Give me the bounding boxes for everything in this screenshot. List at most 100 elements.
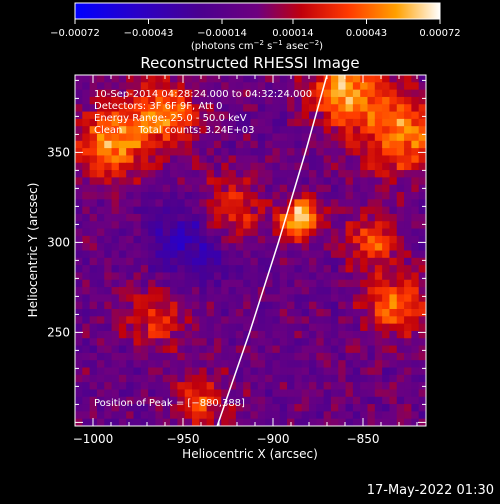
heatmap-cell xyxy=(352,89,361,98)
heatmap-cell xyxy=(250,287,259,295)
heatmap-cell xyxy=(235,279,244,288)
heatmap-cell xyxy=(140,206,149,215)
heatmap-cell xyxy=(316,126,325,134)
heatmap-cell xyxy=(411,396,420,405)
heatmap-cell xyxy=(418,126,426,134)
heatmap-cell xyxy=(309,170,317,178)
heatmap-cell xyxy=(111,338,120,346)
solar-limb-curve xyxy=(216,74,328,427)
heatmap-cell xyxy=(243,330,251,339)
heatmap-cell xyxy=(250,301,259,310)
heatmap-cell xyxy=(126,323,134,332)
heatmap-cell xyxy=(235,192,244,200)
heatmap-cell xyxy=(199,221,208,229)
heatmap-cell xyxy=(75,338,83,346)
heatmap-cell xyxy=(162,199,171,208)
heatmap-cell xyxy=(199,418,208,426)
heatmap-cell xyxy=(170,170,178,178)
heatmap-cell xyxy=(272,126,281,134)
heatmap xyxy=(75,75,426,426)
heatmap-cell xyxy=(192,301,200,310)
heatmap-cell xyxy=(126,287,134,295)
heatmap-cell xyxy=(272,199,281,208)
heatmap-cell xyxy=(104,126,112,134)
heatmap-cell xyxy=(272,382,281,390)
heatmap-cell xyxy=(404,287,412,295)
heatmap-cell xyxy=(250,382,259,390)
heatmap-cell xyxy=(330,155,339,164)
heatmap-cell xyxy=(235,367,244,376)
heatmap-cell xyxy=(89,96,98,105)
heatmap-cell xyxy=(323,367,332,376)
heatmap-cell xyxy=(265,418,273,426)
heatmap-cell xyxy=(367,148,376,156)
heatmap-cell xyxy=(133,345,142,354)
heatmap-cell xyxy=(367,192,376,200)
heatmap-cell xyxy=(184,104,193,112)
heatmap-cell xyxy=(257,301,266,310)
heatmap-cell xyxy=(309,272,317,281)
heatmap-cell xyxy=(170,96,178,105)
heatmap-cell xyxy=(96,133,105,142)
heatmap-cell xyxy=(345,367,354,376)
heatmap-cell xyxy=(323,330,332,339)
heatmap-cell xyxy=(148,418,156,426)
heatmap-cell xyxy=(367,294,376,303)
heatmap-cell xyxy=(133,330,142,339)
heatmap-cell xyxy=(309,148,317,156)
heatmap-cell xyxy=(140,287,149,295)
heatmap-cell xyxy=(228,75,237,83)
heatmap-cell xyxy=(352,294,361,303)
heatmap-cell xyxy=(206,104,215,112)
heatmap-cell xyxy=(177,411,186,420)
heatmap-cell xyxy=(396,352,405,361)
heatmap-cell xyxy=(96,382,105,390)
heatmap-cell xyxy=(360,118,368,127)
heatmap-cell xyxy=(309,235,317,244)
heatmap-cell xyxy=(250,155,259,164)
heatmap-cell xyxy=(221,184,229,193)
heatmap-cell xyxy=(177,213,186,222)
heatmap-cell xyxy=(221,294,229,303)
heatmap-cell xyxy=(82,396,91,405)
colorbar: −0.00072 −0.00043 −0.00014 0.00014 0.00043 0.… xyxy=(50,2,461,52)
heatmap-cell xyxy=(367,316,376,325)
heatmap-cell xyxy=(316,118,325,127)
heatmap-cell xyxy=(330,418,339,426)
colorbar-tick-label: 0.00072 xyxy=(419,28,460,39)
heatmap-cell xyxy=(382,294,390,303)
heatmap-cell xyxy=(411,177,420,186)
heatmap-cell xyxy=(360,126,368,134)
heatmap-cell xyxy=(111,118,120,127)
heatmap-cell xyxy=(221,360,229,368)
heatmap-cell xyxy=(192,104,200,112)
heatmap-cell xyxy=(162,309,171,317)
heatmap-cell xyxy=(199,396,208,405)
heatmap-cell xyxy=(279,96,288,105)
heatmap-cell xyxy=(396,323,405,332)
heatmap-cell xyxy=(374,162,383,171)
x-axis-label: Heliocentric X (arcsec) xyxy=(182,447,318,461)
heatmap-cell xyxy=(111,126,120,134)
heatmap-cell xyxy=(301,96,310,105)
heatmap-cell xyxy=(396,360,405,368)
colorbar-tick-label: 0.00043 xyxy=(346,28,387,39)
heatmap-cell xyxy=(330,170,339,178)
heatmap-cell xyxy=(367,213,376,222)
heatmap-cell xyxy=(309,294,317,303)
heatmap-cell xyxy=(287,411,295,420)
heatmap-cell xyxy=(199,155,208,164)
heatmap-cell xyxy=(382,177,390,186)
heatmap-cell xyxy=(170,404,178,412)
heatmap-cell xyxy=(338,82,346,91)
heatmap-cell xyxy=(75,235,83,244)
heatmap-cell xyxy=(155,170,164,178)
heatmap-cell xyxy=(352,316,361,325)
heatmap-cell xyxy=(301,126,310,134)
heatmap-cell xyxy=(148,330,156,339)
heatmap-cell xyxy=(338,206,346,215)
heatmap-cell xyxy=(309,155,317,164)
heatmap-cell xyxy=(82,192,91,200)
heatmap-cell xyxy=(396,294,405,303)
heatmap-cell xyxy=(279,352,288,361)
